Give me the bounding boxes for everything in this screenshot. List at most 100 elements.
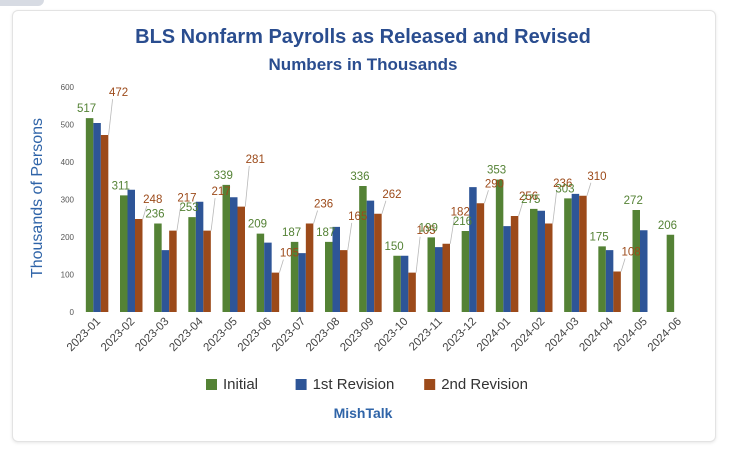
label-leader-line — [484, 190, 489, 204]
x-tick-label: 2023-05 — [202, 316, 240, 354]
x-tick-label: 2024-01 — [475, 316, 513, 354]
bar-1st-revision — [537, 210, 545, 312]
data-label-2nd-revision: 217 — [177, 193, 196, 205]
legend-swatch — [424, 379, 436, 390]
bar-initial — [120, 195, 128, 312]
data-label-2nd-revision: 165 — [348, 211, 367, 223]
data-label-2nd-revision: 105 — [416, 225, 435, 237]
bar-initial — [666, 234, 675, 312]
bar-initial — [632, 210, 640, 312]
data-label-2nd-revision: 472 — [109, 87, 128, 99]
x-tick-label: 2024-04 — [577, 315, 616, 354]
bar-2nd-revision — [579, 195, 587, 312]
bar-initial — [461, 231, 470, 312]
bar-1st-revision — [400, 255, 409, 312]
data-label-initial: 275 — [521, 194, 540, 206]
bar-2nd-revision — [305, 223, 314, 312]
label-leader-line — [108, 99, 113, 136]
bar-2nd-revision — [169, 230, 177, 312]
label-leader-line — [449, 218, 455, 244]
y-tick-label: 300 — [61, 196, 75, 205]
x-tick-label: 2023-01 — [65, 316, 103, 354]
data-label-2nd-revision: 217 — [211, 186, 230, 198]
label-leader-line — [552, 189, 558, 224]
bar-2nd-revision — [545, 223, 553, 312]
x-tick-label: 2023-06 — [236, 316, 274, 354]
data-label-2nd-revision: 281 — [246, 154, 265, 166]
chart-title: BLS Nonfarm Payrolls as Released and Rev… — [135, 26, 591, 48]
y-tick-label: 500 — [61, 121, 75, 130]
label-leader-line — [279, 259, 284, 273]
bar-2nd-revision — [476, 203, 485, 312]
x-tick-label: 2023-08 — [304, 316, 342, 354]
bar-initial — [290, 241, 299, 312]
y-tick-label: 100 — [61, 271, 75, 280]
legend-swatch — [206, 379, 217, 390]
data-label-2nd-revision: 310 — [587, 171, 606, 183]
bar-1st-revision — [605, 250, 614, 312]
data-label-2nd-revision: 248 — [143, 194, 162, 206]
bar-2nd-revision — [408, 272, 416, 312]
bar-initial — [598, 246, 606, 312]
data-label-initial: 353 — [487, 165, 506, 177]
data-label-2nd-revision: 290 — [485, 178, 504, 190]
data-label-initial: 311 — [112, 180, 130, 192]
data-labels-group: 5174723112482362172532173392812091051872… — [77, 87, 677, 273]
bar-2nd-revision — [613, 271, 621, 312]
x-tick-label: 2023-04 — [167, 315, 206, 354]
x-tick-label: 2023-12 — [441, 316, 479, 354]
data-label-2nd-revision: 182 — [451, 206, 470, 218]
bar-2nd-revision — [510, 216, 519, 312]
y-tick-label: 400 — [61, 158, 75, 167]
y-tick-label: 0 — [70, 308, 75, 317]
x-tick-label: 2024-02 — [509, 316, 547, 354]
data-label-2nd-revision: 108 — [621, 247, 640, 259]
label-leader-line — [210, 198, 216, 231]
bar-2nd-revision — [135, 219, 143, 312]
chart-subtitle: Numbers in Thousands — [269, 55, 458, 74]
bar-1st-revision — [571, 193, 580, 312]
data-label-initial: 517 — [77, 103, 96, 115]
bar-initial — [359, 186, 367, 312]
x-tick-label: 2023-07 — [270, 316, 308, 354]
label-leader-line — [313, 210, 318, 224]
bar-2nd-revision — [237, 206, 245, 312]
bar-initial — [495, 179, 504, 312]
bar-1st-revision — [161, 250, 170, 312]
data-label-initial: 236 — [145, 209, 164, 221]
data-label-2nd-revision: 105 — [280, 248, 299, 260]
bar-initial — [256, 233, 265, 312]
bar-initial — [85, 118, 94, 312]
label-leader-line — [381, 200, 387, 214]
data-label-initial: 272 — [624, 195, 643, 207]
bar-initial — [564, 198, 572, 312]
label-leader-line — [518, 202, 523, 217]
corner-decoration — [0, 0, 44, 6]
data-label-initial: 209 — [248, 219, 267, 231]
bar-1st-revision — [195, 201, 204, 312]
bar-initial — [530, 208, 538, 312]
x-axis-ticks: 2023-012023-022023-032023-042023-052023-… — [65, 315, 684, 354]
label-leader-line — [415, 236, 421, 273]
label-leader-line — [586, 182, 592, 196]
legend-swatch — [295, 379, 307, 390]
x-tick-label: 2024-05 — [612, 316, 650, 354]
legend-label: Initial — [223, 376, 258, 393]
data-label-initial: 253 — [179, 202, 198, 214]
bar-initial — [393, 255, 401, 312]
bar-1st-revision — [469, 187, 477, 312]
bar-1st-revision — [435, 247, 443, 312]
y-axis-ticks: 0 100 200 300 400 500 600 — [61, 83, 75, 317]
bar-initial — [427, 237, 435, 312]
label-leader-line — [620, 258, 626, 272]
bar-2nd-revision — [374, 213, 382, 312]
label-leader-line — [244, 165, 250, 207]
data-label-initial: 187 — [282, 227, 301, 239]
bar-1st-revision — [230, 197, 238, 312]
y-axis-label: Thousands of Persons — [29, 118, 46, 278]
data-label-initial: 187 — [316, 227, 335, 239]
x-tick-label: 2023-10 — [372, 316, 410, 354]
data-label-initial: 303 — [555, 183, 574, 195]
